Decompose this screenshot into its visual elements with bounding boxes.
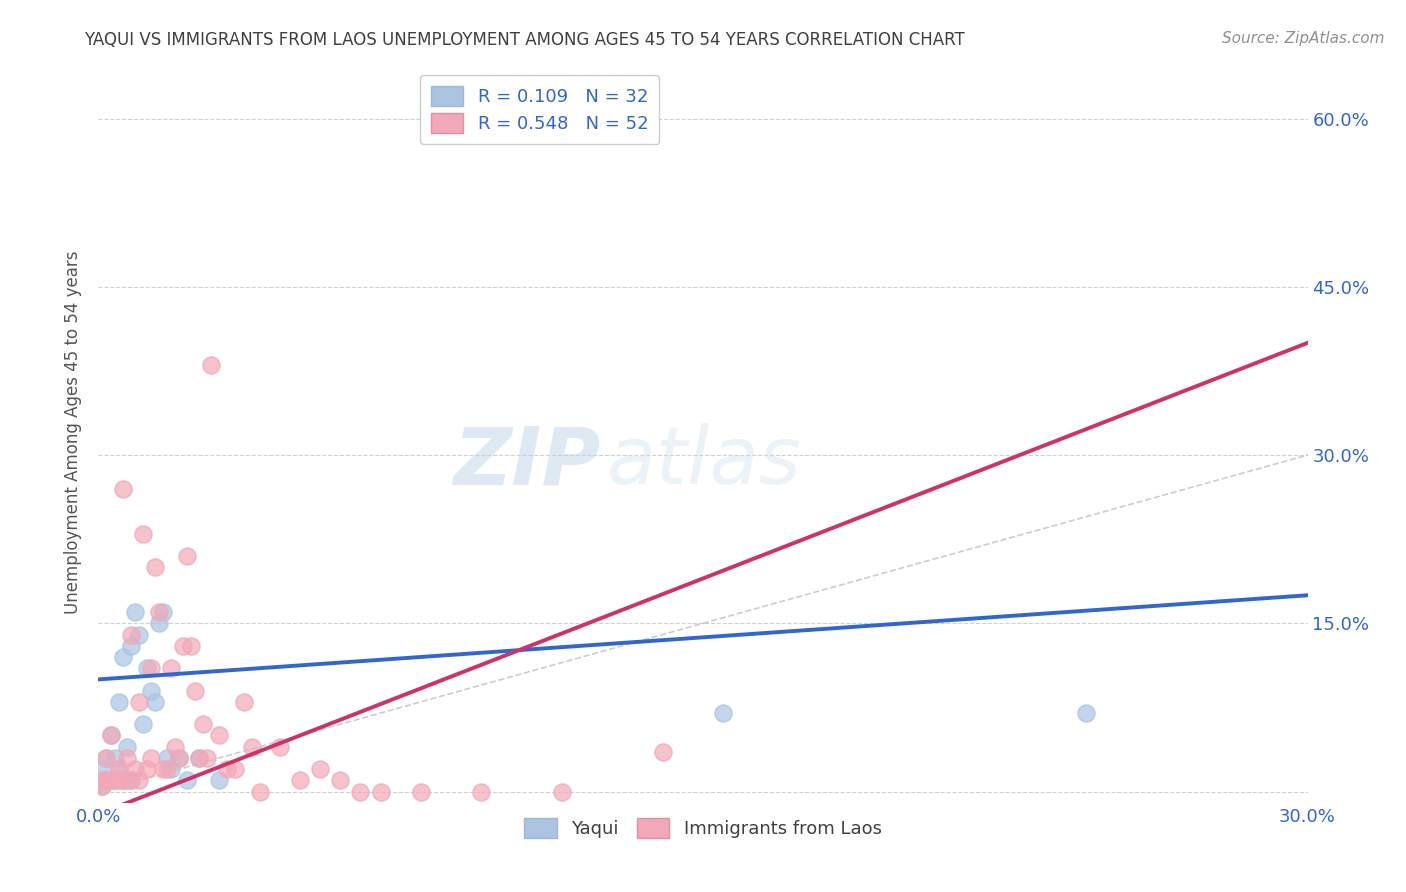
Point (107, 695, 129, 709)
Point (107, 762, 129, 776)
Point (167, 751, 190, 765)
Point (120, 639, 142, 653)
Point (111, 650, 134, 665)
Point (249, 784, 271, 798)
Point (96, 773, 118, 788)
Legend: Yaqui, Immigrants from Laos: Yaqui, Immigrants from Laos (517, 811, 889, 846)
Point (180, 639, 202, 653)
Point (470, 784, 492, 798)
Point (100, 729, 122, 743)
Point (152, 605, 174, 619)
Point (193, 717, 215, 731)
Point (120, 627, 142, 641)
Point (143, 695, 166, 709)
Point (269, 739, 291, 754)
Point (370, 784, 392, 798)
Point (188, 751, 211, 765)
Point (148, 616, 170, 631)
Point (551, 784, 574, 798)
Text: ZIP: ZIP (453, 423, 600, 501)
Point (148, 605, 170, 619)
Point (120, 773, 142, 788)
Point (156, 762, 179, 776)
Point (160, 661, 183, 675)
Point (1074, 706, 1097, 720)
Point (100, 773, 122, 788)
Point (329, 773, 352, 788)
Point (200, 359, 222, 373)
Point (163, 739, 186, 754)
Point (139, 683, 162, 698)
Point (172, 639, 194, 653)
Point (96, 773, 118, 788)
Point (224, 762, 246, 776)
Point (120, 773, 142, 788)
Point (208, 729, 231, 743)
Point (96, 751, 118, 765)
Point (111, 773, 134, 788)
Point (240, 739, 263, 754)
Point (100, 773, 122, 788)
Point (143, 560, 166, 574)
Point (111, 773, 134, 788)
Point (711, 706, 734, 720)
Point (115, 739, 138, 754)
Point (124, 605, 146, 619)
Point (128, 627, 150, 641)
Point (195, 751, 218, 765)
Point (160, 762, 183, 776)
Point (309, 762, 332, 776)
Point (156, 751, 179, 765)
Point (135, 762, 157, 776)
Point (184, 683, 207, 698)
Y-axis label: Unemployment Among Ages 45 to 54 years: Unemployment Among Ages 45 to 54 years (65, 251, 83, 615)
Point (115, 751, 138, 765)
Point (91, 762, 114, 776)
Point (135, 661, 157, 675)
Text: Source: ZipAtlas.com: Source: ZipAtlas.com (1222, 31, 1385, 46)
Point (111, 482, 134, 496)
Point (139, 661, 162, 675)
Point (124, 762, 146, 776)
Point (103, 773, 125, 788)
Point (217, 762, 239, 776)
Point (349, 784, 371, 798)
Point (651, 745, 673, 759)
Point (96, 751, 118, 765)
Point (100, 729, 122, 743)
Point (152, 762, 174, 776)
Text: atlas: atlas (606, 423, 801, 501)
Point (128, 773, 150, 788)
Point (128, 695, 150, 709)
Point (107, 773, 129, 788)
Text: YAQUI VS IMMIGRANTS FROM LAOS UNEMPLOYMENT AMONG AGES 45 TO 54 YEARS CORRELATION: YAQUI VS IMMIGRANTS FROM LAOS UNEMPLOYME… (84, 31, 965, 49)
Point (132, 526, 155, 541)
Point (176, 549, 198, 563)
Point (167, 751, 190, 765)
Point (409, 784, 432, 798)
Point (107, 762, 129, 776)
Point (139, 751, 162, 765)
Point (103, 751, 125, 765)
Point (208, 773, 231, 788)
Point (188, 751, 211, 765)
Point (176, 773, 198, 788)
Point (91, 779, 114, 793)
Point (288, 773, 311, 788)
Point (115, 773, 138, 788)
Point (91, 779, 114, 793)
Point (103, 773, 125, 788)
Point (91, 773, 114, 788)
Point (132, 717, 155, 731)
Point (232, 695, 254, 709)
